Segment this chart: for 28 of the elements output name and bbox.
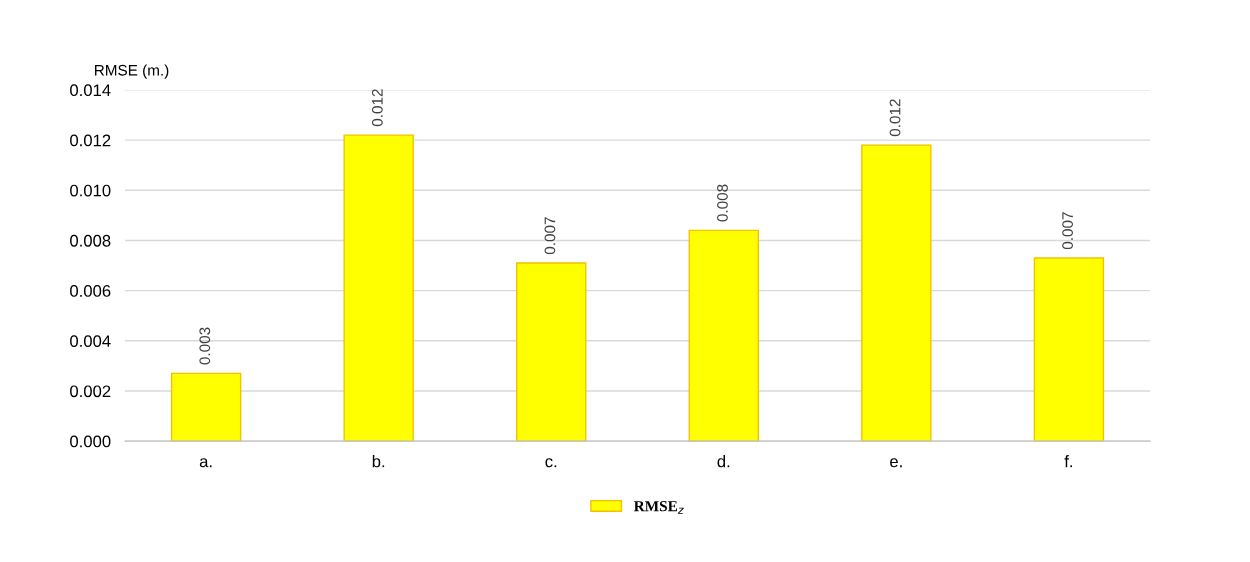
bar xyxy=(1033,257,1105,442)
y-tick-label: 0.012 xyxy=(70,134,111,147)
y-tick-label: 0.010 xyxy=(70,184,111,197)
x-tick-label: d. xyxy=(717,455,730,468)
y-tick-label: 0.002 xyxy=(70,385,111,398)
bar xyxy=(343,134,414,442)
data-label: 0.007 xyxy=(544,217,556,255)
legend-label: RMSE$_{z}$ xyxy=(633,501,684,514)
data-label: 0.007 xyxy=(1062,212,1073,250)
bar xyxy=(516,262,587,442)
x-tick-label: e. xyxy=(890,458,902,468)
y-tick-label: 0.006 xyxy=(70,285,111,297)
bar xyxy=(861,144,932,442)
y-tick-label: 0.000 xyxy=(70,435,111,448)
data-label: 0.008 xyxy=(717,184,728,222)
data-label: 0.012 xyxy=(371,89,383,127)
x-tick-label: c. xyxy=(545,458,557,468)
y-axis-title: RMSE (m.) xyxy=(95,64,169,79)
y-tick-label: 0.014 xyxy=(70,84,111,97)
x-tick-label: f. xyxy=(1064,455,1073,468)
bar xyxy=(688,229,759,442)
y-tick-label: 0.004 xyxy=(70,335,111,348)
data-label: 0.003 xyxy=(199,327,211,365)
bar xyxy=(170,372,242,442)
x-tick-label: a. xyxy=(199,458,212,468)
data-label: 0.012 xyxy=(889,99,901,137)
y-tick-label: 0.008 xyxy=(70,234,111,247)
x-tick-label: b. xyxy=(372,455,385,468)
